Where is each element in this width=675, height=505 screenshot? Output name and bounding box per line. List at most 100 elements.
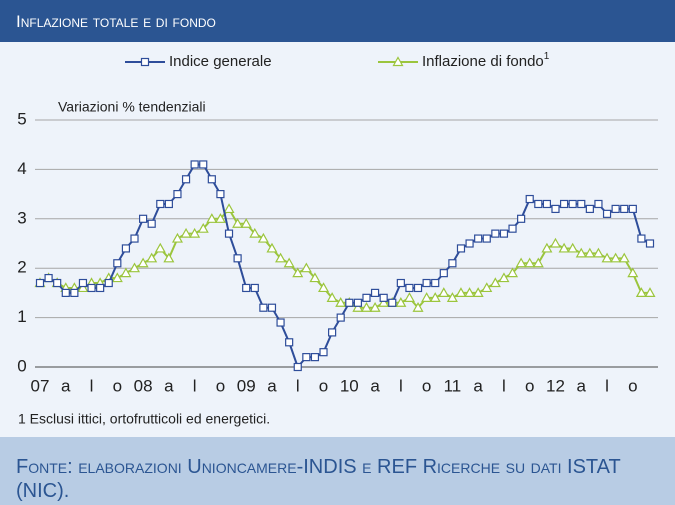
marker <box>472 287 484 297</box>
marker <box>524 257 536 268</box>
marker <box>250 283 259 293</box>
marker <box>130 234 139 243</box>
marker <box>558 242 570 253</box>
marker <box>482 234 491 243</box>
marker <box>319 348 328 357</box>
marker <box>336 313 345 322</box>
source: Fonte: elaborazioni Unioncamere-INDIS e … <box>16 456 621 502</box>
marker <box>499 229 509 238</box>
marker <box>120 267 132 278</box>
marker <box>197 222 209 233</box>
marker <box>137 257 149 268</box>
marker <box>592 247 604 258</box>
marker <box>517 214 526 223</box>
line <box>39 163 651 369</box>
marker <box>567 242 579 253</box>
x-tick-label: 09 <box>237 376 256 395</box>
marker <box>465 239 474 248</box>
marker <box>224 229 234 238</box>
marker <box>549 237 562 248</box>
marker <box>266 242 278 253</box>
marker <box>171 232 183 243</box>
marker <box>585 204 594 214</box>
marker <box>628 204 637 214</box>
title-bar: Inflazione totale e di fondo <box>0 0 675 42</box>
marker <box>285 338 294 347</box>
marker <box>474 234 483 243</box>
marker <box>438 287 450 297</box>
marker <box>403 292 415 302</box>
marker <box>379 293 388 302</box>
marker <box>257 232 269 243</box>
marker <box>370 288 380 297</box>
marker <box>362 293 371 302</box>
marker <box>455 287 467 297</box>
marker <box>275 252 287 263</box>
marker <box>121 244 131 253</box>
x-tick-label: a <box>577 376 587 395</box>
x-tick-label: a <box>61 376 71 395</box>
legend-label: Inflazione di fondo1 <box>422 51 550 70</box>
marker <box>96 283 105 293</box>
marker <box>610 252 622 263</box>
marker <box>113 259 122 268</box>
marker <box>568 199 577 209</box>
marker <box>146 252 158 263</box>
y-axis-label: Variazioni % tendenziali <box>58 99 206 115</box>
marker <box>584 247 596 258</box>
marker <box>111 272 123 283</box>
marker <box>70 288 79 297</box>
marker <box>190 160 199 169</box>
marker <box>369 301 381 312</box>
marker <box>189 227 201 238</box>
marker <box>491 229 500 238</box>
marker <box>413 283 423 293</box>
marker <box>35 278 45 288</box>
marker <box>446 292 458 302</box>
marker <box>559 199 569 209</box>
legend-marker <box>140 57 150 67</box>
legend-text: Indice generale <box>169 53 272 70</box>
marker <box>335 297 347 307</box>
marker <box>173 190 182 199</box>
legend-text: Inflazione di fondo <box>422 53 544 70</box>
marker <box>242 283 251 293</box>
marker <box>448 259 457 268</box>
marker <box>181 175 191 184</box>
marker <box>53 278 62 288</box>
marker <box>396 278 405 288</box>
marker <box>310 353 320 362</box>
y-tick-label: 0 <box>17 356 26 375</box>
marker <box>532 257 544 268</box>
marker <box>601 252 613 263</box>
marker <box>216 190 225 199</box>
marker <box>611 204 620 214</box>
x-tick-label: l <box>90 376 94 395</box>
x-tick-label: l <box>502 376 506 395</box>
marker <box>534 199 543 209</box>
marker <box>249 227 261 238</box>
marker <box>645 239 655 248</box>
marker <box>352 301 364 312</box>
marker <box>78 278 88 288</box>
marker <box>77 282 89 293</box>
marker <box>214 213 226 223</box>
marker <box>577 199 586 209</box>
y-tick-label: 2 <box>17 258 26 277</box>
x-tick-label: o <box>628 376 637 395</box>
y-tick-label: 5 <box>17 109 26 128</box>
marker <box>293 362 302 372</box>
marker <box>138 214 148 223</box>
marker <box>207 175 216 184</box>
marker <box>156 199 165 209</box>
marker <box>637 234 646 243</box>
y-tick-label: 4 <box>17 159 26 178</box>
marker <box>481 282 493 293</box>
y-tick-label: 1 <box>17 307 26 326</box>
marker <box>498 272 510 283</box>
marker <box>515 257 527 268</box>
marker <box>87 283 96 293</box>
x-tick-label: o <box>422 376 431 395</box>
